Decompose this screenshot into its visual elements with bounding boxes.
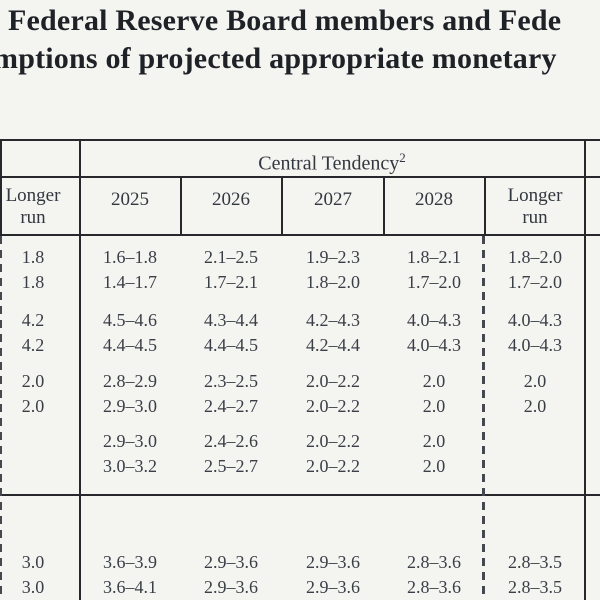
central-tendency-label: Central Tendency	[258, 152, 400, 175]
header-divider-2028-longerrun	[484, 176, 486, 234]
table-cell: 4.2–4.4	[306, 335, 360, 355]
table-cell: 2.8–3.5	[508, 577, 562, 597]
header-divider-2026-2027	[281, 176, 283, 234]
table-cell: 2.8–3.6	[407, 577, 461, 597]
table-cell: 2.4–2.7	[204, 396, 258, 416]
median-longer-run-line1: Longer	[5, 185, 61, 206]
table-cell: 1.8	[21, 247, 45, 267]
table-cell: 4.4–4.5	[204, 335, 258, 355]
table-cell: 2.9–3.0	[103, 396, 157, 416]
table-cell: 1.6–1.8	[103, 247, 157, 267]
table-cell: 4.0–4.3	[508, 310, 562, 330]
table-cell: 4.0–4.3	[407, 335, 461, 355]
table-header-rule	[0, 176, 600, 178]
table-row: 2.0 2.8–2.9 2.3–2.5 2.0–2.2 2.0 2.0	[0, 370, 600, 392]
table-cell: 2.9–3.0	[103, 431, 157, 451]
left-edge-rule	[0, 139, 2, 234]
table-cell: 2.0–2.2	[306, 431, 360, 451]
table-cell: 1.8–2.0	[508, 247, 562, 267]
table-cell: 3.0	[21, 552, 45, 572]
table-cell: 2.5–2.7	[204, 456, 258, 476]
table-cell: 2.0	[422, 456, 446, 476]
table-cell: 2.0	[523, 371, 547, 391]
table-row: 3.0 3.6–3.9 2.9–3.6 2.9–3.6 2.8–3.6 2.8–…	[0, 551, 600, 573]
table-cell: 1.7–2.1	[204, 272, 258, 292]
table-cell: 3.0	[21, 577, 45, 597]
median-longer-run-line2: run	[20, 207, 46, 228]
header-divider-2027-2028	[383, 176, 385, 234]
table-cell: 2.9–3.6	[306, 552, 360, 572]
table-subheader-rule	[0, 234, 600, 236]
left-edge-dashed-rule	[0, 236, 2, 600]
table-top-rule	[0, 139, 600, 141]
table-cell: 2.8–3.6	[407, 552, 461, 572]
table-cell: 1.8	[21, 272, 45, 292]
median-longer-run-header: Longer run	[0, 185, 93, 229]
table-cell: 1.7–2.0	[508, 272, 562, 292]
year-header-2027: 2027	[314, 189, 352, 210]
table-row: 4.2 4.5–4.6 4.3–4.4 4.2–4.3 4.0–4.3 4.0–…	[0, 309, 600, 331]
table-cell: 4.3–4.4	[204, 310, 258, 330]
table-cell: 2.4–2.6	[204, 431, 258, 451]
table-cell: 4.2–4.3	[306, 310, 360, 330]
table-row: 1.8 1.4–1.7 1.7–2.1 1.8–2.0 1.7–2.0 1.7–…	[0, 271, 600, 293]
table-cell: 2.0	[21, 371, 45, 391]
table-cell: 2.9–3.6	[204, 577, 258, 597]
table-cell: 3.6–3.9	[103, 552, 157, 572]
ct-longer-run-line2: run	[522, 207, 548, 228]
document-title-line2: mptions of projected appropriate monetar…	[0, 42, 557, 75]
table-cell: 4.0–4.3	[508, 335, 562, 355]
year-header-2028: 2028	[415, 189, 453, 210]
table-section-rule	[0, 494, 600, 496]
table-cell: 2.9–3.6	[306, 577, 360, 597]
central-tendency-header: Central Tendency2	[182, 146, 482, 176]
table-cell: 4.2	[21, 335, 45, 355]
table-cell: 1.7–2.0	[407, 272, 461, 292]
longer-run-dashed-divider	[482, 236, 485, 600]
table-cell: 3.0–3.2	[103, 456, 157, 476]
table-cell: 2.0	[422, 371, 446, 391]
table-cell: 4.5–4.6	[103, 310, 157, 330]
table-cell: 2.1–2.5	[204, 247, 258, 267]
central-tendency-footnote-marker: 2	[399, 150, 406, 165]
table-row: 1.8 1.6–1.8 2.1–2.5 1.9–2.3 1.8–2.1 1.8–…	[0, 246, 600, 268]
median-ct-divider-rule	[79, 139, 81, 600]
table-cell: 2.0	[21, 396, 45, 416]
table-row: 3.0 3.6–4.1 2.9–3.6 2.9–3.6 2.8–3.6 2.8–…	[0, 576, 600, 598]
table-cell: 1.9–2.3	[306, 247, 360, 267]
table-cell: 2.0–2.2	[306, 371, 360, 391]
table-cell: 2.3–2.5	[204, 371, 258, 391]
table-cell: 2.0	[523, 396, 547, 416]
ct-range-divider-rule	[584, 139, 586, 600]
table-cell: 2.0–2.2	[306, 456, 360, 476]
year-header-2025: 2025	[111, 189, 149, 210]
header-divider-2025-2026	[180, 176, 182, 234]
table-cell: 4.4–4.5	[103, 335, 157, 355]
table-row: 3.0–3.2 2.5–2.7 2.0–2.2 2.0	[0, 455, 600, 477]
table-cell: 1.4–1.7	[103, 272, 157, 292]
table-cell: 3.6–4.1	[103, 577, 157, 597]
table-cell: 2.0	[422, 431, 446, 451]
table-cell: 4.0–4.3	[407, 310, 461, 330]
table-cell: 4.2	[21, 310, 45, 330]
table-cell: 1.8–2.0	[306, 272, 360, 292]
table-cell: 1.8–2.1	[407, 247, 461, 267]
table-row: 2.9–3.0 2.4–2.6 2.0–2.2 2.0	[0, 430, 600, 452]
table-cell: 2.8–2.9	[103, 371, 157, 391]
document-title-line1: Federal Reserve Board members and Fede	[8, 4, 562, 37]
table-cell: 2.8–3.5	[508, 552, 562, 572]
table-cell: 2.0	[422, 396, 446, 416]
table-row: 4.2 4.4–4.5 4.4–4.5 4.2–4.4 4.0–4.3 4.0–…	[0, 334, 600, 356]
ct-longer-run-header: Longer run	[475, 185, 595, 229]
table-cell: 2.0–2.2	[306, 396, 360, 416]
ct-longer-run-line1: Longer	[507, 185, 563, 206]
year-header-2026: 2026	[212, 189, 250, 210]
table-row: 2.0 2.9–3.0 2.4–2.7 2.0–2.2 2.0 2.0	[0, 395, 600, 417]
table-cell: 2.9–3.6	[204, 552, 258, 572]
